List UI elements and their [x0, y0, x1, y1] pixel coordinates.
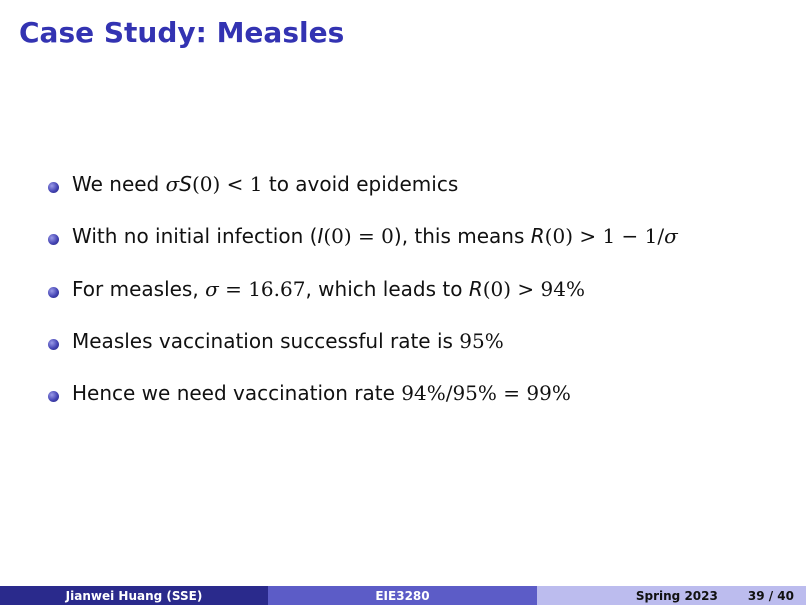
bullet-icon [48, 286, 59, 298]
bullet-text: We need σS(0) < 1 to avoid epidemics [72, 172, 459, 196]
bullet-text: Measles vaccination successful rate is 9… [72, 328, 504, 353]
bullet-text: Hence we need vaccination rate 94%/95% =… [72, 381, 571, 406]
footer-right: Spring 2023 39 / 40 [537, 586, 806, 605]
footer-page-number: 39 / 40 [747, 588, 794, 603]
slide-footer: Jianwei Huang (SSE) EIE3280 Spring 2023 … [0, 586, 806, 605]
bullet-text: For measles, σ = 16.67, which leads to R… [72, 276, 585, 301]
bullet-icon [48, 234, 59, 246]
slide-title: Case Study: Measles [19, 16, 345, 49]
footer-course: EIE3280 [268, 586, 537, 605]
footer-author: Jianwei Huang (SSE) [0, 586, 268, 605]
bullet-icon [48, 182, 59, 193]
footer-semester: Spring 2023 [635, 588, 718, 603]
bullet-icon [48, 391, 59, 403]
bullet-icon [48, 338, 59, 350]
bullet-text: With no initial infection (I(0) = 0), th… [72, 224, 678, 249]
